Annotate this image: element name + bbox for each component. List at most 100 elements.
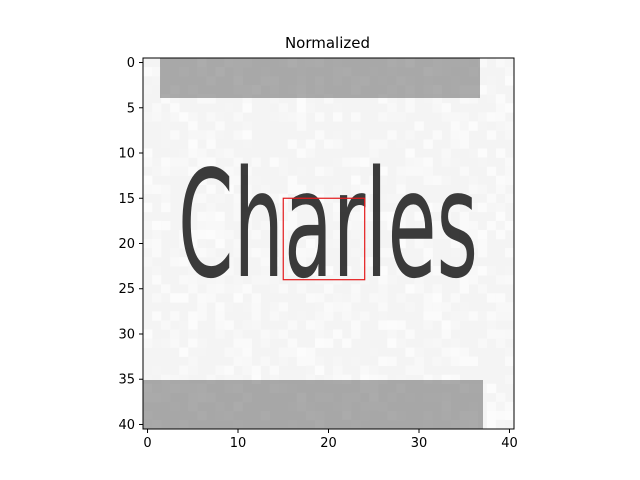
pixel-cell	[405, 130, 415, 140]
pixel-cell	[305, 347, 316, 357]
pixel-cell	[179, 347, 189, 357]
pixel-cell	[233, 238, 243, 249]
pixel-cell	[206, 284, 216, 294]
pixel-cell	[423, 302, 433, 312]
pixel-cell	[305, 293, 316, 303]
pixel-cell	[323, 94, 334, 104]
pixel-cell	[233, 356, 243, 366]
pixel-cell	[486, 202, 497, 213]
pixel-cell	[161, 338, 171, 348]
pixel-cell	[224, 284, 234, 294]
pixel-cell	[396, 220, 406, 231]
pixel-cell	[224, 347, 234, 357]
pixel-cell	[170, 257, 180, 267]
pixel-cell	[215, 311, 225, 321]
pixel-cell	[432, 266, 442, 276]
pixel-cell	[233, 157, 243, 167]
pixel-cell	[152, 238, 162, 249]
pixel-cell	[170, 338, 180, 348]
pixel-cell	[477, 202, 488, 213]
pixel-cell	[450, 311, 461, 321]
pixel-cell	[450, 193, 461, 204]
pixel-cell	[414, 275, 424, 285]
pixel-cell	[278, 356, 289, 366]
pixel-cell	[441, 356, 451, 366]
pixel-cell	[378, 175, 388, 185]
pixel-cell	[197, 338, 207, 348]
pixel-cell	[251, 293, 261, 303]
pixel-cell	[287, 184, 298, 195]
pixel-cell	[387, 94, 397, 104]
pixel-cell	[242, 166, 252, 176]
pixel-cell	[215, 130, 225, 140]
pixel-cell	[432, 311, 442, 321]
pixel-cell	[405, 329, 415, 339]
pixel-cell	[287, 175, 298, 185]
pixel-cell	[233, 211, 243, 222]
pixel-cell	[188, 275, 198, 285]
pixel-cell	[495, 103, 506, 113]
pixel-cell	[314, 202, 325, 213]
pixel-cell	[179, 320, 189, 330]
y-tick-label: 30	[118, 327, 135, 342]
pixel-cell	[414, 157, 424, 167]
pixel-cell	[143, 338, 153, 348]
pixel-cell	[504, 175, 514, 185]
pixel-cell	[450, 248, 461, 258]
pixel-cell	[278, 157, 289, 167]
pixel-cell	[450, 338, 461, 348]
pixel-cell	[468, 356, 479, 366]
pixel-cell	[486, 401, 497, 412]
pixel-cell	[351, 220, 361, 231]
pixel-cell	[468, 94, 479, 104]
pixel-cell	[152, 184, 162, 195]
pixel-cell	[269, 193, 280, 204]
pixel-cell	[188, 347, 198, 357]
pixel-cell	[432, 338, 442, 348]
pixel-cell	[296, 166, 307, 176]
pixel-cell	[369, 211, 379, 222]
pixel-cell	[477, 58, 488, 68]
pixel-cell	[396, 338, 406, 348]
pixel-cell	[179, 148, 189, 158]
pixel-cell	[423, 202, 433, 213]
pixel-cell	[197, 229, 207, 240]
pixel-cell	[333, 293, 343, 303]
pixel-cell	[296, 356, 307, 366]
pixel-cell	[486, 166, 497, 176]
pixel-cell	[423, 257, 433, 267]
pixel-cell	[351, 284, 361, 294]
pixel-cell	[450, 202, 461, 213]
y-tick-label: 25	[118, 282, 135, 297]
x-tick-label: 20	[320, 436, 337, 451]
pixel-cell	[351, 130, 361, 140]
top-text-fragment	[160, 58, 480, 98]
pixel-cell	[215, 193, 225, 204]
pixel-cell	[360, 311, 370, 321]
pixel-cell	[152, 166, 162, 176]
pixel-cell	[486, 419, 497, 429]
pixel-cell	[432, 302, 442, 312]
pixel-cell	[251, 229, 261, 240]
pixel-cell	[477, 229, 488, 240]
pixel-cell	[305, 356, 316, 366]
pixel-cell	[305, 103, 316, 113]
pixel-cell	[432, 356, 442, 366]
pixel-cell	[342, 293, 352, 303]
pixel-cell	[161, 374, 171, 385]
pixel-cell	[387, 112, 397, 122]
pixel-cell	[206, 184, 216, 195]
pixel-cell	[504, 193, 514, 204]
pixel-cell	[486, 329, 497, 339]
pixel-cell	[441, 148, 451, 158]
pixel-cell	[206, 202, 216, 213]
pixel-cell	[450, 266, 461, 276]
x-tick-label: 40	[501, 436, 518, 451]
pixel-cell	[224, 266, 234, 276]
pixel-cell	[378, 211, 388, 222]
pixel-cell	[387, 211, 397, 222]
pixel-cell	[287, 112, 298, 122]
pixel-cell	[387, 193, 397, 204]
pixel-cell	[423, 374, 433, 385]
pixel-cell	[342, 374, 352, 385]
